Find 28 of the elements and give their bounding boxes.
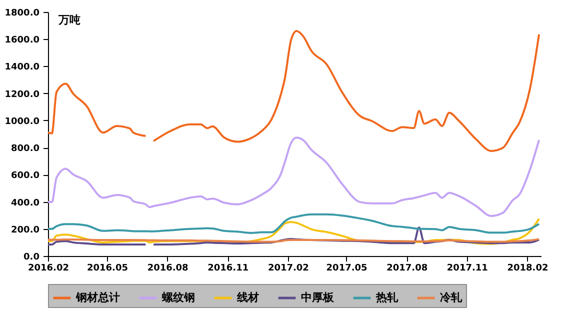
- x-tick-label: 2017.08: [386, 264, 428, 274]
- y-tick-label: 800.0: [11, 144, 40, 154]
- line-series: [47, 136, 540, 218]
- y-tick-label: 600.0: [11, 171, 40, 182]
- y-tick-label: 1200.0: [4, 90, 40, 100]
- x-tick-label: 2016.11: [208, 264, 249, 274]
- legend-label: 钢材总计: [75, 291, 120, 304]
- x-tick-label: 2018.02: [507, 264, 548, 274]
- x-tick-label: 2017.02: [268, 264, 309, 274]
- x-tick-label: 2016.08: [147, 264, 188, 274]
- y-tick-label: 200.0: [11, 225, 40, 236]
- y-tick-label: 1800.0: [4, 8, 40, 18]
- y-tick-label: 0.0: [24, 252, 40, 262]
- x-tick-label: 2017.11: [446, 264, 488, 274]
- x-tick-label: 2017.05: [326, 264, 368, 274]
- x-tick-label: 2016.05: [87, 264, 128, 274]
- legend-label: 冷轧: [440, 291, 463, 304]
- y-tick-label: 1000.0: [4, 116, 40, 127]
- legend-label: 中厚板: [301, 291, 335, 304]
- line-series: [47, 213, 540, 234]
- y-tick-label: 1600.0: [4, 36, 40, 46]
- y-tick-label: 400.0: [11, 198, 40, 208]
- legend-label: 线材: [236, 291, 259, 304]
- legend-label: 螺纹钢: [161, 291, 195, 304]
- y-tick-label: 1400.0: [4, 62, 40, 73]
- y-axis-title: 万吨: [58, 14, 80, 26]
- legend-label: 热轧: [375, 291, 399, 304]
- x-tick-label: 2016.02: [28, 264, 69, 274]
